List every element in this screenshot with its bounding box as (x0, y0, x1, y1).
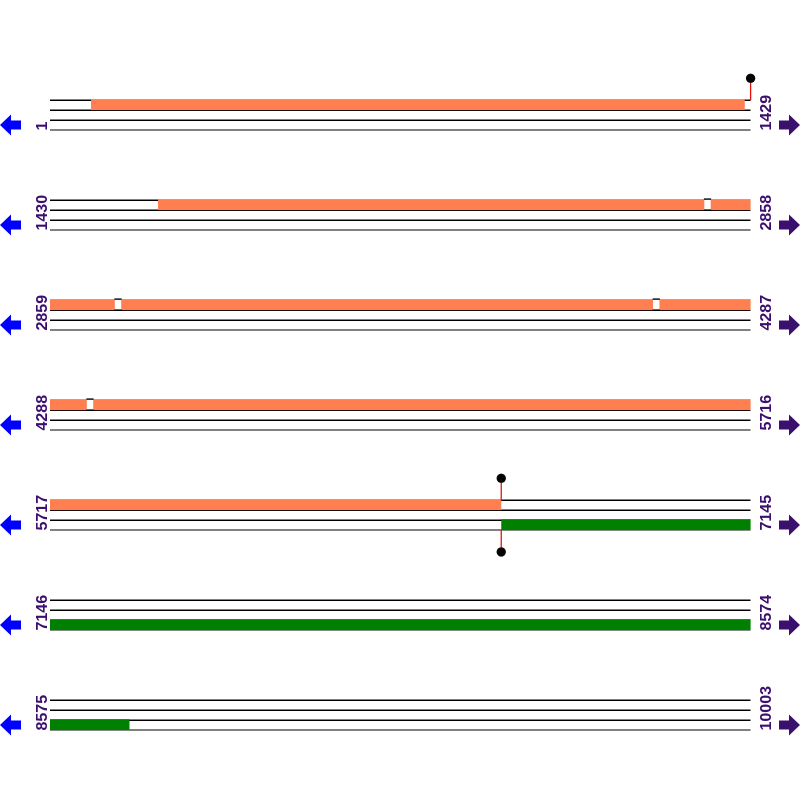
svg-text:1429: 1429 (758, 95, 775, 131)
svg-text:1: 1 (34, 122, 51, 131)
svg-text:2859: 2859 (34, 295, 51, 331)
svg-text:8575: 8575 (34, 695, 51, 731)
svg-text:4287: 4287 (758, 295, 775, 331)
svg-text:1430: 1430 (34, 195, 51, 231)
svg-text:7146: 7146 (34, 595, 51, 631)
svg-text:2858: 2858 (758, 195, 775, 231)
svg-text:8574: 8574 (758, 595, 775, 631)
svg-text:4288: 4288 (34, 395, 51, 431)
svg-text:5716: 5716 (758, 395, 775, 431)
svg-text:10003: 10003 (758, 686, 775, 731)
svg-text:7145: 7145 (758, 495, 775, 531)
svg-text:5717: 5717 (34, 495, 51, 531)
